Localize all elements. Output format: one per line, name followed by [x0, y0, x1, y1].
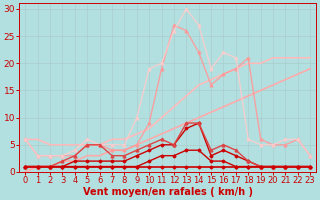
X-axis label: Vent moyen/en rafales ( km/h ): Vent moyen/en rafales ( km/h ) [83, 187, 253, 197]
